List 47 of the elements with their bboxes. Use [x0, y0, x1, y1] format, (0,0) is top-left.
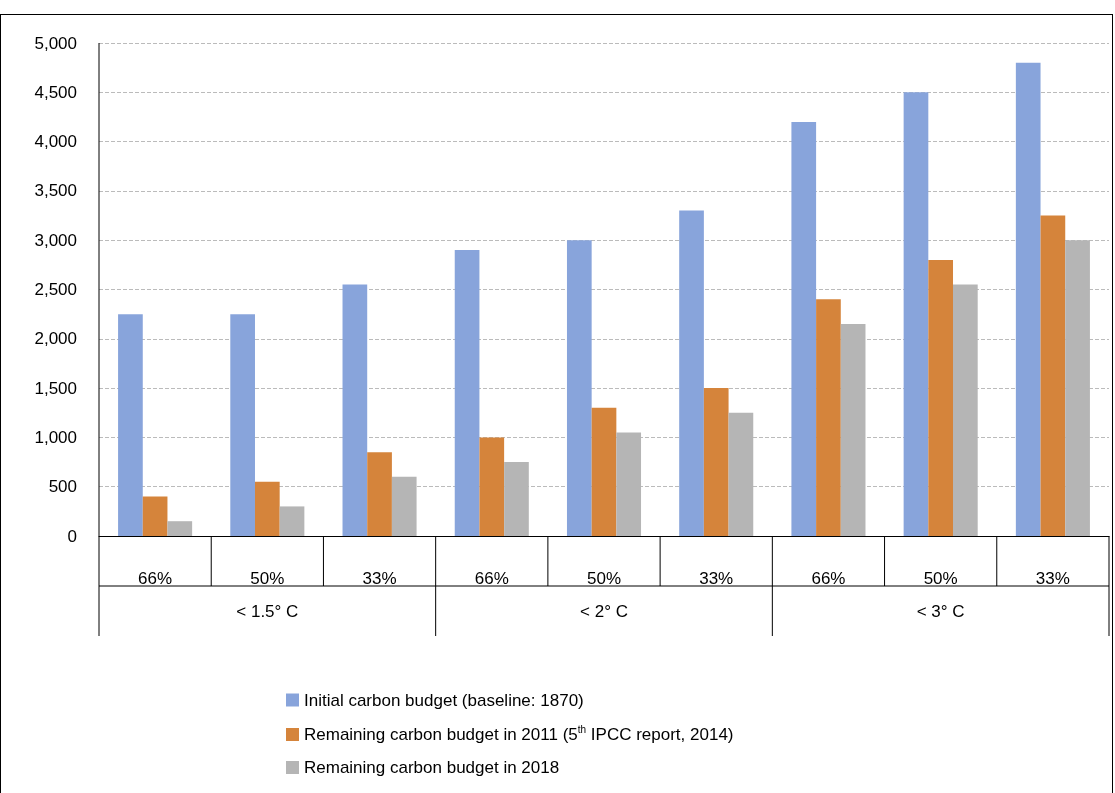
- bar: [167, 521, 193, 536]
- bar: [342, 284, 368, 536]
- bar: [703, 388, 729, 536]
- bar: [254, 481, 280, 536]
- bar: [142, 496, 168, 536]
- y-tick-label: 4,500: [34, 82, 77, 102]
- x-tick-label: 66%: [138, 569, 173, 588]
- y-tick-label: 0: [67, 526, 77, 546]
- bar: [903, 92, 929, 536]
- bar: [1015, 62, 1041, 536]
- y-tick-label: 3,500: [34, 181, 77, 201]
- bar: [454, 250, 480, 536]
- legend-label: Initial carbon budget (baseline: 1870): [304, 690, 584, 710]
- text: < 1.5° C: [236, 601, 299, 621]
- y-tick-label: 2,000: [34, 329, 77, 349]
- x-tick-label: 33%: [362, 569, 397, 588]
- bar: [118, 314, 143, 536]
- bar: [566, 240, 592, 536]
- x-tick-label: 50%: [586, 569, 622, 588]
- y-tick-label: 3,000: [34, 230, 77, 250]
- bar: [504, 462, 529, 536]
- text: < 2° C: [580, 601, 628, 621]
- bar: [1040, 215, 1066, 536]
- x-tick-label: 66%: [811, 569, 846, 588]
- x-tick-label: 50%: [250, 569, 285, 588]
- bar: [279, 506, 305, 536]
- x-tick-label: 66%: [474, 569, 509, 588]
- bar: [816, 299, 841, 536]
- bar: [230, 314, 255, 536]
- bar: [591, 407, 617, 536]
- y-tick-label: 500: [48, 477, 77, 497]
- x-tick-label: 50%: [923, 569, 958, 588]
- y-tick-label: 2,500: [34, 280, 77, 299]
- x-tick-label: 33%: [1035, 569, 1070, 588]
- bar: [840, 324, 866, 536]
- y-tick-label: 1,000: [34, 427, 77, 447]
- y-tick-label: 5,000: [34, 33, 77, 53]
- bar: [479, 437, 505, 536]
- bar: [367, 452, 392, 536]
- bar: [679, 210, 704, 536]
- bar: [791, 121, 817, 536]
- x-tick-label: 33%: [699, 569, 734, 588]
- y-tick-label: 4,000: [34, 132, 77, 152]
- y-tick-label: 1,500: [34, 378, 77, 398]
- legend-label: Remaining carbon budget in 2018: [304, 758, 560, 777]
- text: < 3° C: [916, 601, 965, 621]
- bar: [928, 259, 954, 536]
